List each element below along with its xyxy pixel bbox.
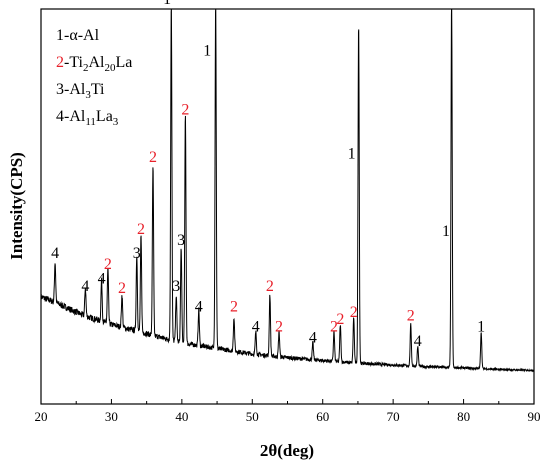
x-tick-label: 50 bbox=[246, 409, 259, 424]
legend-entry-4: 4-Al11La3 bbox=[56, 108, 119, 128]
peak-label-phase-2: 2 bbox=[275, 319, 283, 336]
peak-label-phase-4: 4 bbox=[51, 245, 59, 262]
legend-entry-3: 3-Al3Ti bbox=[56, 81, 105, 101]
peak-label-phase-4: 4 bbox=[98, 271, 106, 288]
peak-label-phase-2: 2 bbox=[350, 304, 358, 321]
peak-label-phase-3: 3 bbox=[133, 245, 141, 262]
peak-label-phase-2: 2 bbox=[230, 298, 238, 315]
peak-label-phase-2: 2 bbox=[330, 319, 338, 336]
peak-label-phase-2: 2 bbox=[181, 101, 189, 118]
peak-label-phase-1: 1 bbox=[163, 0, 171, 8]
peak-label-phase-1: 1 bbox=[348, 146, 356, 163]
peak-label-phase-4: 4 bbox=[309, 330, 317, 347]
peak-label-phase-4: 4 bbox=[195, 298, 203, 315]
y-axis-title: Intensity(CPS) bbox=[7, 152, 26, 260]
x-tick-label: 70 bbox=[387, 409, 400, 424]
peak-label-phase-4: 4 bbox=[414, 333, 422, 350]
peak-label-phase-2: 2 bbox=[137, 221, 145, 238]
peak-label-phase-4: 4 bbox=[252, 319, 260, 336]
xrd-pattern-line bbox=[41, 9, 534, 373]
peak-label-phase-4: 4 bbox=[81, 278, 89, 295]
x-tick-label: 60 bbox=[316, 409, 329, 424]
peak-label-phase-2: 2 bbox=[104, 256, 112, 273]
peak-label-phase-3: 3 bbox=[172, 278, 180, 295]
x-tick-label: 40 bbox=[175, 409, 188, 424]
peak-label-phase-2: 2 bbox=[149, 149, 157, 166]
legend-number: 4 bbox=[56, 108, 64, 125]
peak-label-phase-2: 2 bbox=[266, 278, 274, 295]
peak-label-phase-2: 2 bbox=[407, 307, 415, 324]
legend-number: 2 bbox=[56, 54, 64, 71]
x-tick-label: 90 bbox=[528, 409, 541, 424]
legend-number: 1 bbox=[56, 27, 64, 44]
peak-label-phase-2: 2 bbox=[118, 280, 126, 297]
peak-label-phase-2: 2 bbox=[336, 311, 344, 328]
peak-label-phase-1: 1 bbox=[477, 319, 485, 336]
legend-entry-2: 2-Ti2Al20La bbox=[56, 54, 132, 74]
x-tick-label: 20 bbox=[35, 409, 48, 424]
x-axis-title: 2θ(deg) bbox=[260, 441, 314, 460]
x-tick-label: 30 bbox=[105, 409, 118, 424]
legend-entry-1: 1-α-Al bbox=[56, 27, 100, 44]
peak-label-phase-1: 1 bbox=[442, 223, 450, 240]
peak-label-phase-1: 1 bbox=[203, 43, 211, 60]
legend-number: 3 bbox=[56, 81, 64, 98]
x-tick-label: 80 bbox=[457, 409, 470, 424]
peak-label-phase-3: 3 bbox=[177, 232, 185, 249]
